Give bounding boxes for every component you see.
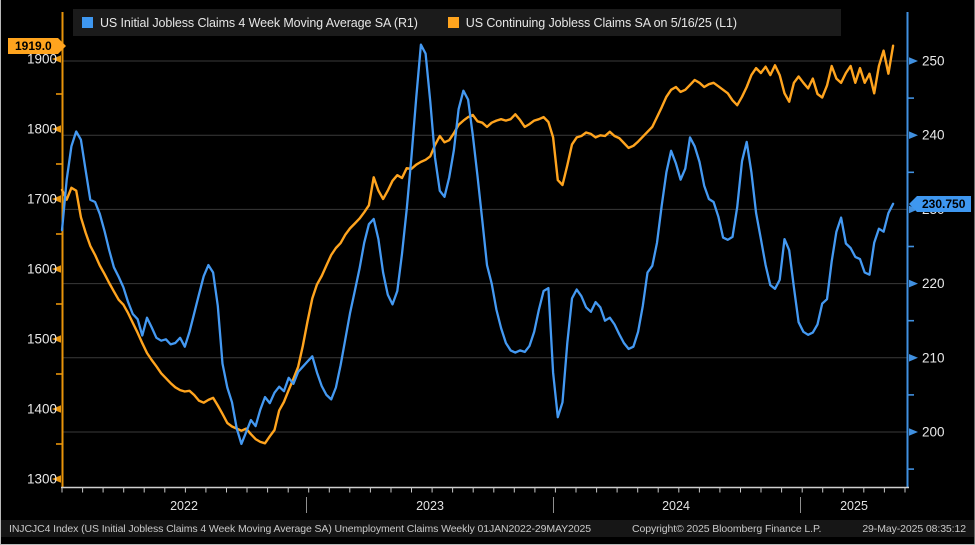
continuing-claims-last-value: 1919.0 xyxy=(15,39,52,53)
initial-claims-line xyxy=(60,43,895,446)
right-axis-label-240: 240 xyxy=(922,128,945,143)
gridlines xyxy=(62,60,908,433)
left-axis-label-1500: 1500 xyxy=(27,332,57,347)
right-axis-label-200: 200 xyxy=(922,425,945,440)
continuing-claims-last-value-badge: 1919.0 xyxy=(8,38,66,54)
left-axis-ticks xyxy=(52,55,62,483)
initial-claims-last-value: 230.750 xyxy=(922,197,966,211)
left-axis-label-1400: 1400 xyxy=(27,402,57,417)
blue-series-swatch-icon xyxy=(82,17,93,28)
year-separators xyxy=(306,497,801,513)
legend-item-continuing-claims[interactable]: US Continuing Jobless Claims SA on 5/16/… xyxy=(447,15,737,30)
right-axis-ticks xyxy=(908,57,918,470)
footer-copyright: Copyright© 2025 Bloomberg Finance L.P. xyxy=(631,522,822,535)
right-axis-label-250: 250 xyxy=(922,54,945,69)
legend-bar: US Initial Jobless Claims 4 Week Moving … xyxy=(73,9,841,36)
footer-ticker-description: INJCJC4 Index (US Initial Jobless Claims… xyxy=(9,522,592,535)
footer-timestamp: 29-May-2025 08:35:12 xyxy=(862,522,966,535)
orange-series-swatch-icon xyxy=(447,17,459,28)
legend-label-continuing-claims: US Continuing Jobless Claims SA on 5/16/… xyxy=(465,15,737,30)
left-axis-label-1700: 1700 xyxy=(27,192,57,207)
footer-bar: INJCJC4 Index (US Initial Jobless Claims… xyxy=(1,520,974,537)
x-axis-year-2025: 2025 xyxy=(840,499,868,513)
right-axis-label-210: 210 xyxy=(922,351,945,366)
x-axis-year-2024: 2024 xyxy=(662,499,690,513)
x-axis-year-2023: 2023 xyxy=(416,499,444,513)
left-axis-label-1300: 1300 xyxy=(27,472,57,487)
initial-claims-last-value-badge: 230.750 xyxy=(909,196,971,212)
left-axis-label-1600: 1600 xyxy=(27,262,57,277)
x-axis-year-2022: 2022 xyxy=(170,499,198,513)
left-axis-label-1800: 1800 xyxy=(27,122,57,137)
legend-item-initial-claims[interactable]: US Initial Jobless Claims 4 Week Moving … xyxy=(82,16,418,30)
right-axis-label-220: 220 xyxy=(922,276,945,291)
legend-label-initial-claims: US Initial Jobless Claims 4 Week Moving … xyxy=(100,15,418,30)
continuing-claims-line xyxy=(60,44,895,445)
bottom-axis-month-ticks xyxy=(61,487,906,493)
left-axis-label-1900: 1900 xyxy=(27,52,57,67)
